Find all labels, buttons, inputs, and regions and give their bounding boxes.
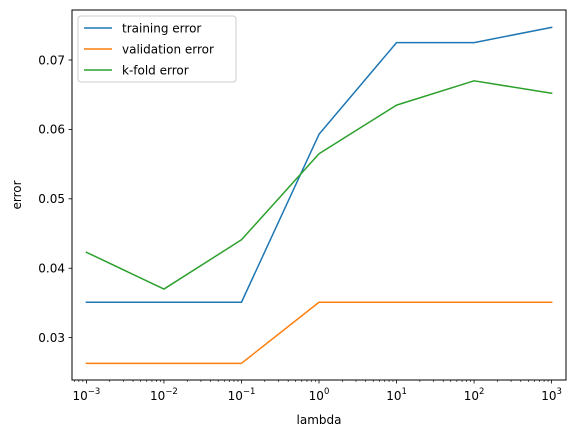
- legend-label-0: training error: [122, 21, 201, 35]
- y-tick-label: 0.07: [38, 53, 65, 67]
- x-tick-label: 10−3: [72, 387, 100, 403]
- x-tick-label: 10−1: [228, 387, 256, 403]
- x-tick-label: 102: [464, 387, 485, 403]
- series-layer: [85, 26, 553, 365]
- x-tick-label: 10−2: [150, 387, 178, 403]
- x-tick-label: 103: [541, 387, 562, 403]
- y-tick-label: 0.06: [38, 123, 65, 137]
- legend-label-2: k-fold error: [122, 63, 189, 77]
- legend-frame: [77, 15, 237, 83]
- y-tick-label: 0.03: [38, 331, 65, 345]
- series-line-1: [85, 301, 553, 365]
- series-line-0: [85, 26, 553, 303]
- legend-label-1: validation error: [122, 42, 214, 56]
- x-axis-label: lambda: [297, 413, 342, 427]
- x-tick-label: 100: [309, 387, 330, 403]
- y-tick-label: 0.04: [38, 262, 65, 276]
- legend: training error validation error k-fold err…: [77, 15, 237, 83]
- y-axis-label: error: [10, 180, 24, 209]
- x-tick-label: 101: [386, 387, 407, 403]
- x-axis: 10−3 10−2 10−1 100 101 102 103: [72, 380, 562, 403]
- y-tick-label: 0.05: [38, 192, 65, 206]
- y-axis: 0.03 0.04 0.05 0.06 0.07: [38, 53, 72, 345]
- series-line-2: [85, 80, 553, 290]
